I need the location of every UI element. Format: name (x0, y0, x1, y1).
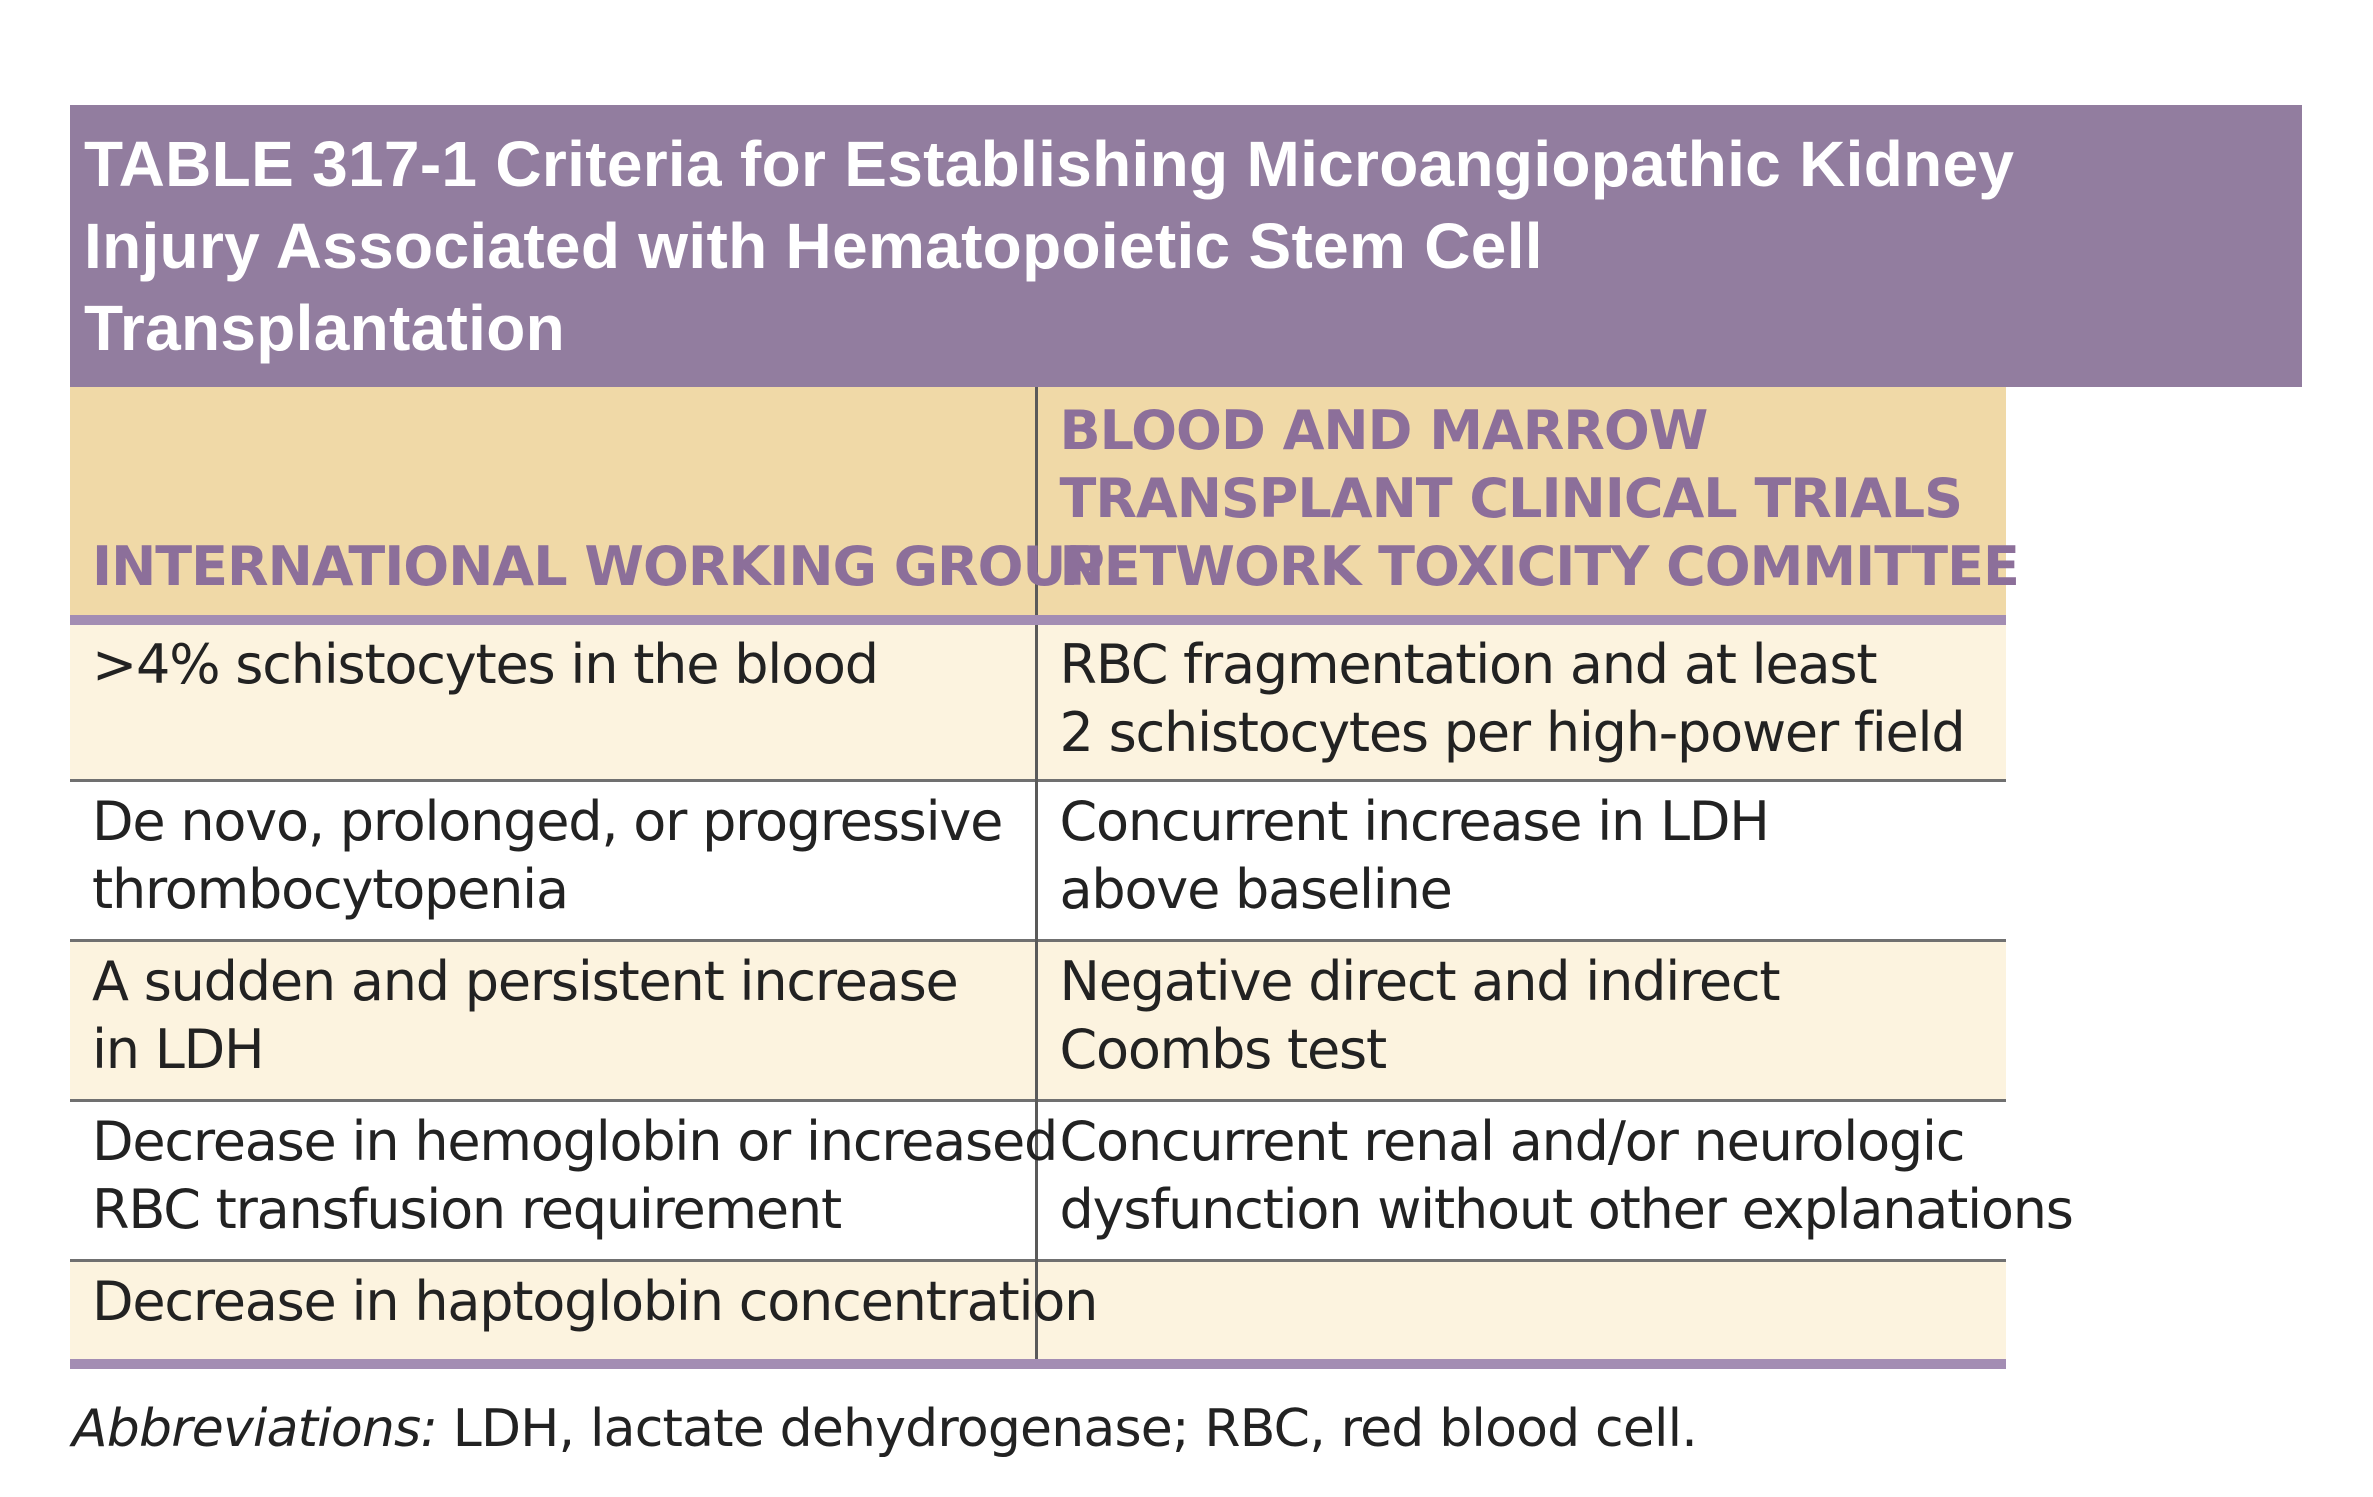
cell-line: in LDH (92, 1017, 265, 1081)
cell-line: Negative direct and indirect (1059, 949, 1781, 1013)
cell-line: RBC fragmentation and at least (1059, 633, 1878, 696)
table-cell-bmt: Negative direct and indirect Coombs test (1036, 940, 2006, 1100)
table-cell-iwg: De novo, prolonged, or progressive throm… (70, 780, 1038, 940)
criteria-table-container: INTERNATIONAL WORKING GROUP BLOOD AND MA… (70, 387, 2074, 1369)
cell-line: thrombocytopenia (92, 857, 569, 921)
header-bmt-ctn-toxicity-committee: BLOOD AND MARROW TRANSPLANT CLINICAL TRI… (1036, 387, 2020, 620)
cell-line: De novo, prolonged, or progressive (92, 789, 1003, 853)
criteria-table: INTERNATIONAL WORKING GROUP BLOOD AND MA… (70, 387, 2074, 1369)
abbreviations-footnote: Abbreviations: LDH, lactate dehydrogenas… (72, 1398, 1698, 1460)
table-title: TABLE 317-1 Criteria for Establishing Mi… (84, 123, 2288, 369)
cell-line: Decrease in haptoglobin concentration (92, 1269, 1098, 1333)
cell-line: above baseline (1059, 857, 1453, 921)
table-title-line: Injury Associated with Hematopoietic Ste… (84, 210, 1543, 282)
cell-line: Concurrent increase in LDH (1059, 789, 1770, 853)
table-cell-bmt: RBC fragmentation and at least 2 schisto… (1036, 620, 2006, 780)
table-row: >4% schistocytes in the blood RBC fragme… (70, 620, 2006, 780)
header-line: BLOOD AND MARROW (1059, 399, 1709, 462)
table-row: A sudden and persistent increase in LDH … (70, 940, 2006, 1100)
table-cell-iwg: Decrease in hemoglobin or increased RBC … (70, 1100, 1058, 1260)
table-title-line: TABLE 317-1 Criteria for Establishing Mi… (84, 128, 2015, 200)
table-title-bar: TABLE 317-1 Criteria for Establishing Mi… (70, 105, 2302, 387)
cell-line: RBC transfusion requirement (92, 1177, 842, 1241)
cell-line: Decrease in hemoglobin or increased (92, 1109, 1058, 1173)
cell-line: >4% schistocytes in the blood (92, 633, 879, 696)
header-international-working-group: INTERNATIONAL WORKING GROUP (70, 387, 1105, 620)
table-row: Decrease in haptoglobin concentration (70, 1260, 2006, 1364)
footnote-label: Abbreviations: (72, 1399, 438, 1459)
header-line: NETWORK TOXICITY COMMITTEE (1059, 535, 2020, 598)
table-cell-iwg: Decrease in haptoglobin concentration (70, 1260, 1098, 1364)
cell-line: dysfunction without other explanations (1059, 1177, 2074, 1241)
table-cell-iwg: A sudden and persistent increase in LDH (70, 940, 1038, 1100)
cell-line: 2 schistocytes per high-power field (1059, 701, 1966, 764)
cell-line: Concurrent renal and/or neurologic (1059, 1109, 1966, 1173)
table-cell-bmt: Concurrent renal and/or neurologic dysfu… (1036, 1100, 2074, 1260)
footnote-text: LDH, lactate dehydrogenase; RBC, red blo… (437, 1399, 1698, 1459)
cell-line: Coombs test (1059, 1017, 1388, 1081)
cell-line: A sudden and persistent increase (92, 949, 959, 1013)
table-title-line: Transplantation (84, 292, 565, 364)
table-cell-bmt: Concurrent increase in LDH above baselin… (1036, 780, 2006, 940)
table-cell-iwg: >4% schistocytes in the blood (70, 620, 1038, 780)
table-cell-bmt-empty (1036, 1260, 2006, 1364)
header-line: INTERNATIONAL WORKING GROUP (92, 535, 1105, 598)
table-row: Decrease in hemoglobin or increased RBC … (70, 1100, 2074, 1260)
header-line: TRANSPLANT CLINICAL TRIALS (1059, 467, 1964, 530)
table-row: De novo, prolonged, or progressive throm… (70, 780, 2006, 940)
table-header-row: INTERNATIONAL WORKING GROUP BLOOD AND MA… (70, 387, 2020, 620)
